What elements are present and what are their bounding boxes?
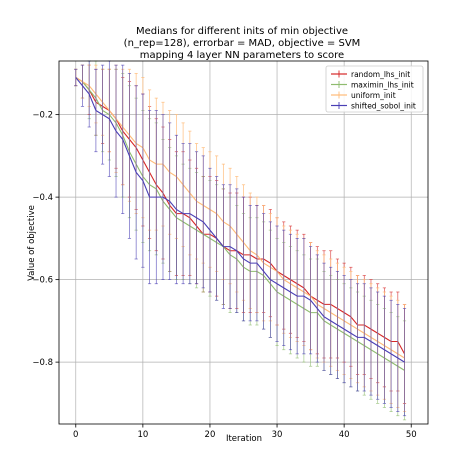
series-line	[75, 77, 405, 363]
ticks: 0 10 20 30 40 50 −0.2 −0.4 −0.6 −0.8	[32, 111, 416, 440]
x-axis-label: Iteration	[226, 434, 262, 444]
series-layer	[74, 60, 407, 421]
x-tick-label: 40	[339, 430, 350, 440]
series-line	[75, 77, 405, 359]
legend-box	[325, 65, 424, 113]
y-tick-label: −0.4	[32, 193, 53, 203]
series-shifted_sobol_init	[74, 60, 407, 417]
x-tick-label: 30	[272, 430, 283, 440]
x-tick-label: 10	[137, 430, 148, 440]
legend-label: uniform_init	[351, 91, 396, 100]
y-tick-label: −0.2	[32, 111, 53, 121]
legend-item: shifted_sobol_init	[331, 102, 416, 111]
legend-item: random_lhs_init	[331, 70, 410, 79]
legend-label: shifted_sobol_init	[351, 102, 416, 111]
plot-frame	[58, 60, 429, 425]
y-tick-label: −0.6	[32, 276, 53, 286]
x-tick-label: 0	[73, 430, 78, 440]
legend-item: maximin_lhs_init	[331, 81, 414, 90]
legend-label: random_lhs_init	[351, 70, 410, 79]
legend: random_lhs_init maximin_lhs_inituniform_i…	[325, 65, 424, 113]
y-tick-label: −0.8	[32, 358, 53, 368]
x-tick-label: 50	[406, 430, 417, 440]
y-axis-label: Value of objective	[27, 205, 37, 281]
legend-label: maximin_lhs_init	[351, 81, 414, 90]
chart-title: Medians for different inits of min objec…	[136, 26, 348, 37]
series-line	[75, 77, 405, 371]
x-tick-label: 20	[205, 430, 216, 440]
series-line	[75, 77, 406, 355]
legend-item: uniform_init	[331, 91, 396, 100]
chart-subtitle-line-2: mapping 4 layer NN parameters to score	[140, 50, 344, 61]
chart-subtitle-line-1: (n_rep=128), errorbar = MAD, objective =…	[124, 38, 361, 49]
